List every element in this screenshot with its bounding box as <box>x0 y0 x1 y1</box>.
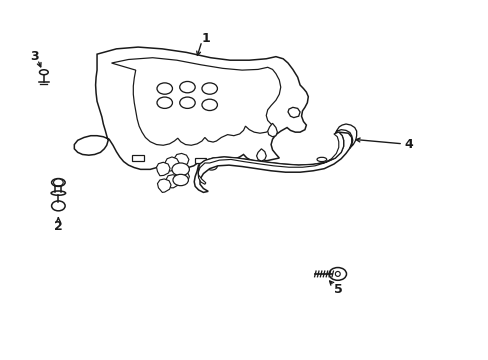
Circle shape <box>180 97 195 108</box>
Polygon shape <box>176 170 189 184</box>
Ellipse shape <box>51 191 65 195</box>
Circle shape <box>172 163 189 176</box>
Text: 5: 5 <box>334 283 343 296</box>
Circle shape <box>173 174 188 186</box>
Polygon shape <box>74 47 308 170</box>
Circle shape <box>52 201 65 211</box>
Text: 4: 4 <box>404 138 412 151</box>
Circle shape <box>202 99 217 111</box>
Ellipse shape <box>52 179 65 186</box>
Polygon shape <box>165 157 179 171</box>
Bar <box>132 155 144 161</box>
Circle shape <box>157 83 172 94</box>
Polygon shape <box>287 107 300 118</box>
Text: 3: 3 <box>30 50 39 63</box>
Circle shape <box>202 83 217 94</box>
Polygon shape <box>111 58 280 145</box>
Polygon shape <box>267 123 277 137</box>
Circle shape <box>157 97 172 108</box>
Polygon shape <box>156 162 170 176</box>
Text: 2: 2 <box>54 220 62 233</box>
Polygon shape <box>166 175 180 188</box>
Ellipse shape <box>40 70 48 75</box>
Polygon shape <box>174 153 188 167</box>
Bar <box>195 158 205 163</box>
Ellipse shape <box>316 157 326 162</box>
Circle shape <box>328 267 346 280</box>
Polygon shape <box>194 132 351 192</box>
Circle shape <box>205 162 217 170</box>
Polygon shape <box>256 149 265 161</box>
Ellipse shape <box>335 271 340 276</box>
Polygon shape <box>198 132 343 184</box>
Polygon shape <box>335 124 356 148</box>
Circle shape <box>53 179 63 186</box>
Polygon shape <box>157 179 171 192</box>
Text: 1: 1 <box>201 32 210 45</box>
Circle shape <box>180 81 195 93</box>
